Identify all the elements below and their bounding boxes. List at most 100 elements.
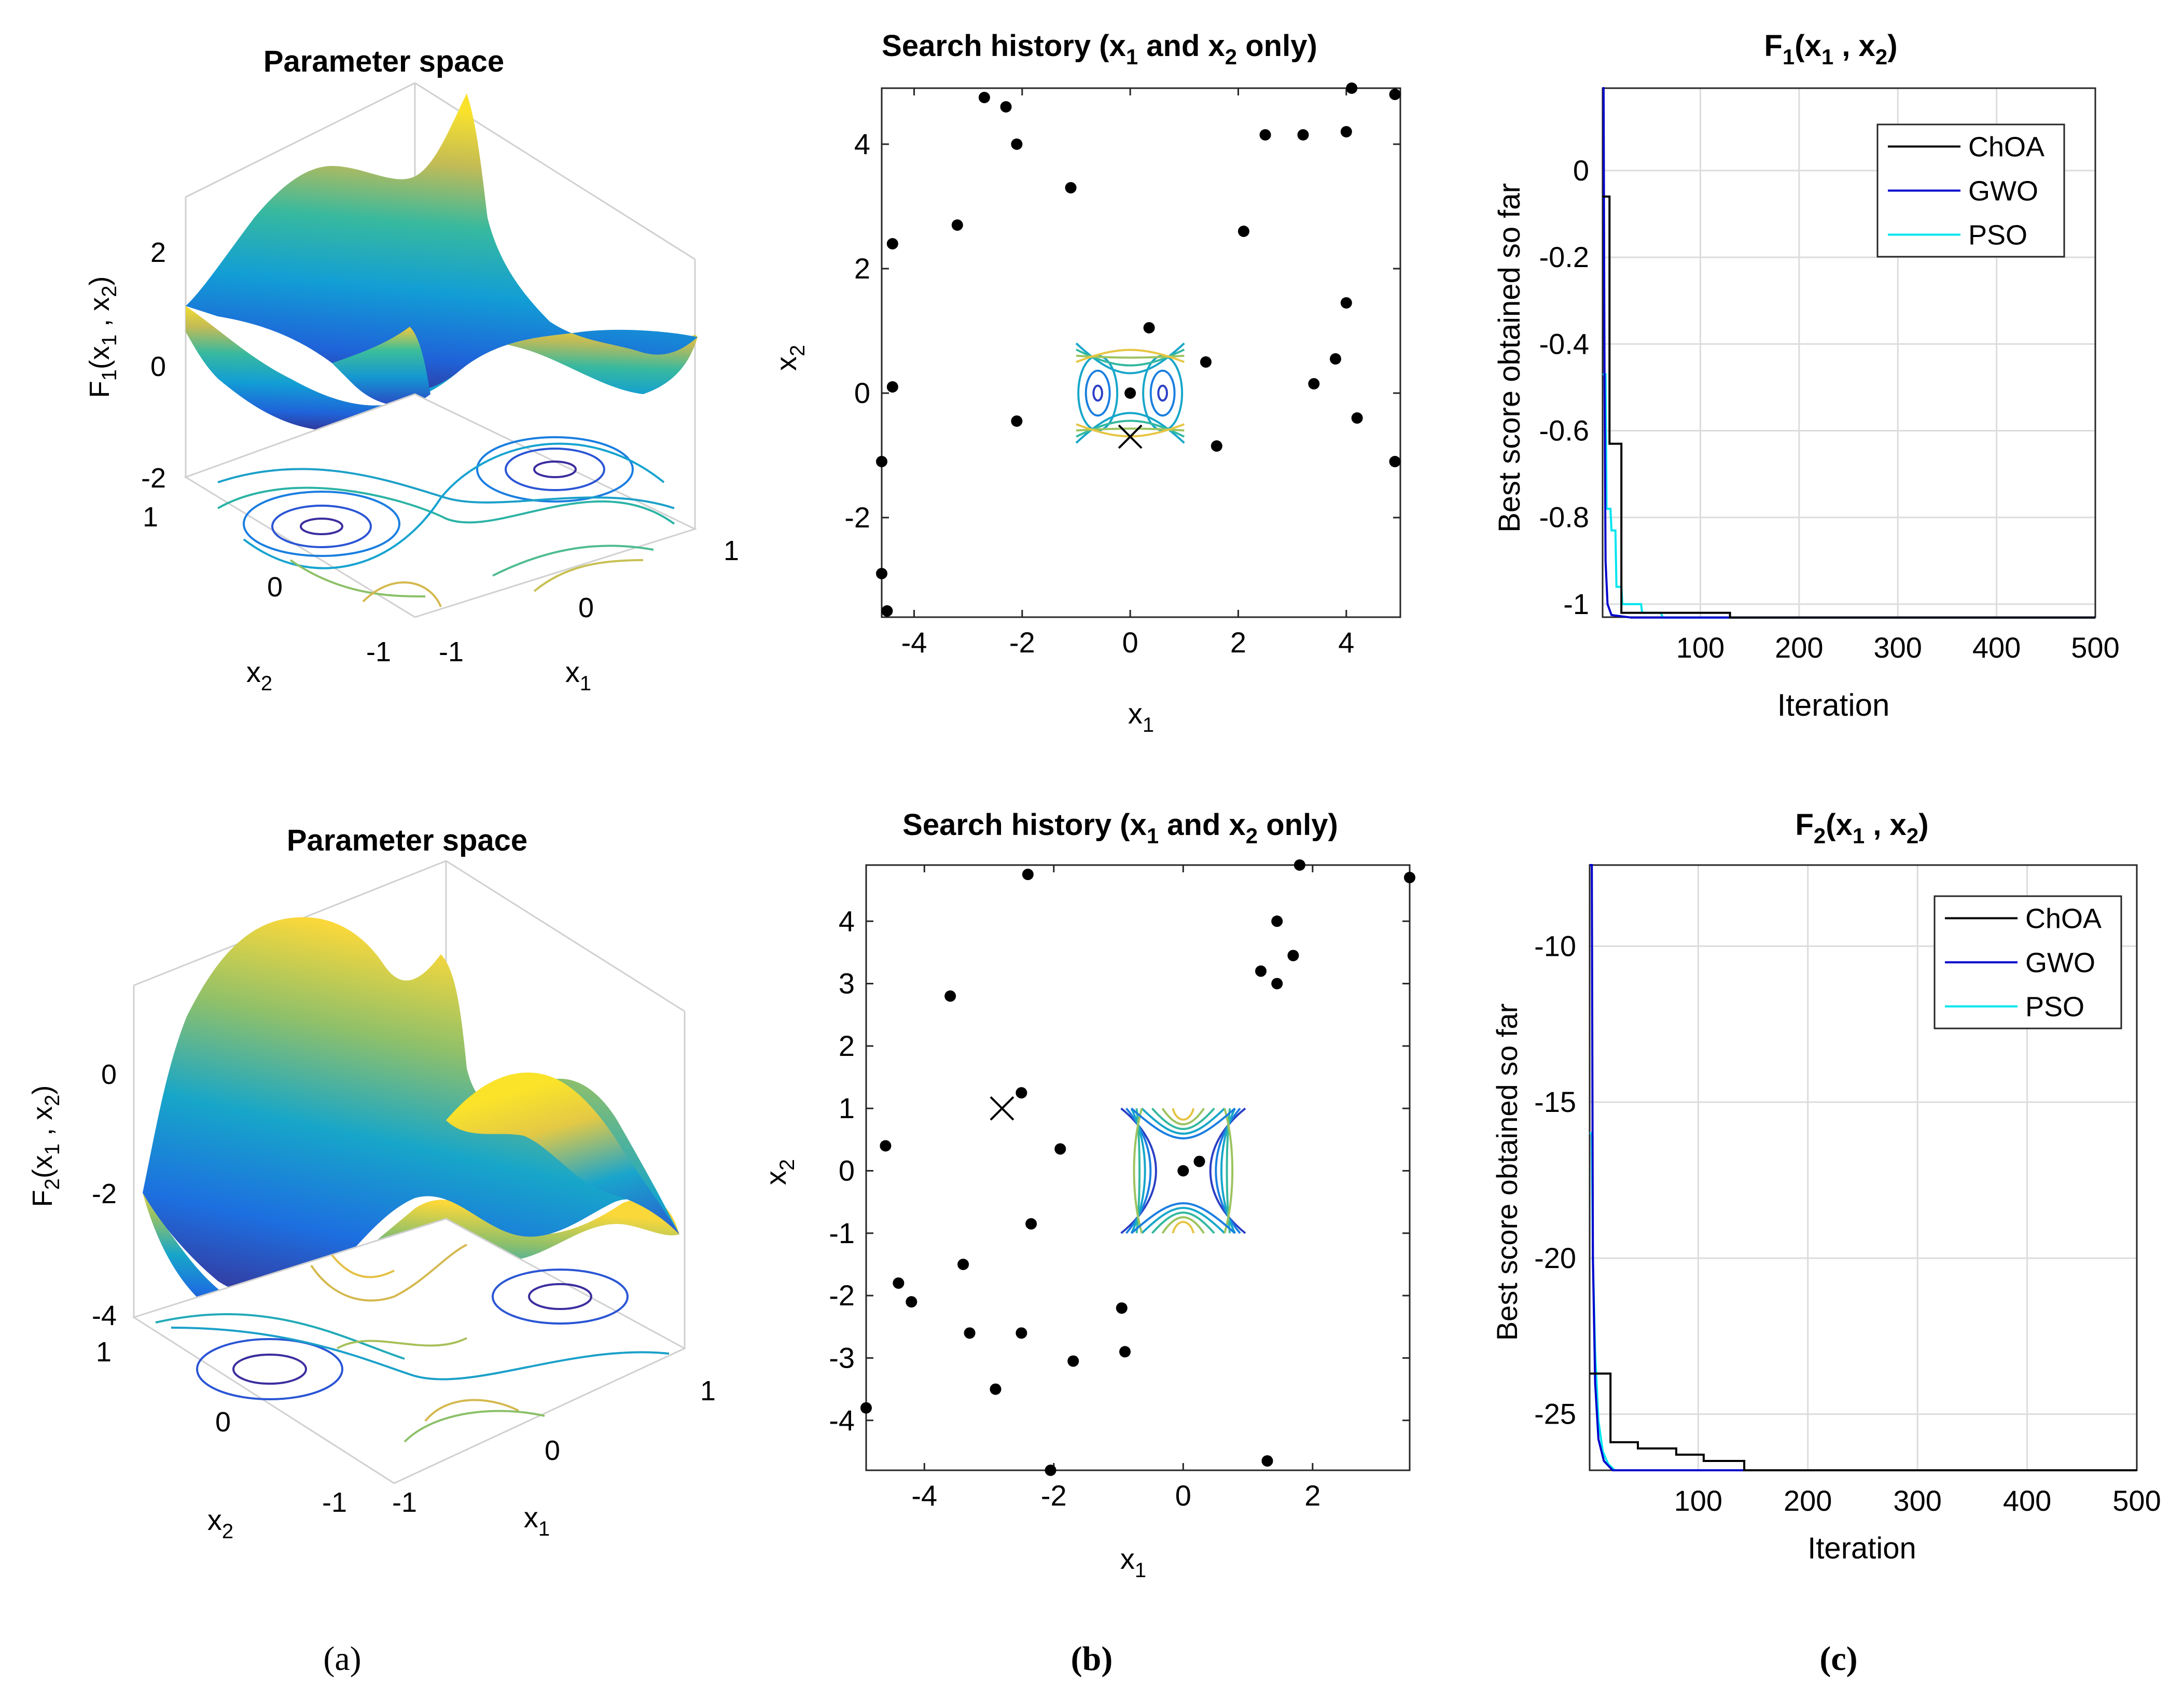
history-axes-1: -4 -2 0 2 4 -2 0 2 4 bbox=[844, 82, 1401, 659]
contour-line bbox=[1161, 1108, 1205, 1125]
surface-xtick: 0 bbox=[545, 1435, 560, 1466]
convergence-plot-2: F2(x1 , x2) 100 200 300 400 500 -10 -15 -20 -25 C… bbox=[1491, 808, 2161, 1565]
surface-xtick: 1 bbox=[724, 535, 739, 566]
contour-line bbox=[1223, 1108, 1234, 1234]
panel-label-a: (a) bbox=[323, 1640, 361, 1678]
contour-line bbox=[1161, 1216, 1205, 1234]
x-tick-label: 300 bbox=[1893, 1484, 1941, 1517]
search-point bbox=[1143, 322, 1155, 333]
search-point bbox=[1116, 1302, 1128, 1314]
search-point bbox=[1000, 101, 1012, 113]
surface-zlabel-2: F2(x1 , x2) bbox=[27, 1085, 64, 1207]
surface-front-ridge-1 bbox=[332, 327, 430, 406]
legend-label: PSO bbox=[2025, 992, 2084, 1023]
surface-ytick: -1 bbox=[366, 636, 391, 667]
history-ylabel-1: x2 bbox=[770, 345, 809, 371]
legend: ChOA GWO PSO bbox=[1876, 123, 2065, 258]
legend: ChOA GWO PSO bbox=[1933, 895, 2122, 1029]
contour-line bbox=[1149, 369, 1176, 417]
y-tick-label: -0.8 bbox=[1539, 501, 1590, 534]
search-point bbox=[1200, 356, 1212, 368]
surface-ylabel-2: x2 bbox=[207, 1503, 233, 1543]
search-point bbox=[1404, 872, 1415, 884]
series-line-gwo bbox=[1602, 87, 2095, 619]
surface-plot-1: Parameter space bbox=[84, 45, 739, 695]
search-point bbox=[1045, 1465, 1056, 1476]
best-position-marker bbox=[990, 1096, 1014, 1121]
x-tick-label: 0 bbox=[1122, 626, 1138, 659]
y-tick-label: -1 bbox=[1563, 588, 1589, 620]
x-tick-label: 200 bbox=[1775, 631, 1823, 664]
panel-label-c: (c) bbox=[1819, 1640, 1857, 1678]
surface-title-2: Parameter space bbox=[287, 824, 527, 857]
x-tick-label: 300 bbox=[1874, 631, 1922, 664]
search-point bbox=[860, 1402, 872, 1414]
search-point bbox=[1016, 1327, 1027, 1339]
x-tick-label: 100 bbox=[1674, 1484, 1722, 1517]
surface-xlabel-1: x1 bbox=[565, 656, 591, 695]
x-tick-label: 400 bbox=[1972, 631, 2021, 664]
search-point bbox=[893, 1277, 905, 1289]
convergence-plot-1: F1(x1 , x2) 100 200 300 400 500 0 -0.2 -0.4 -0.6… bbox=[1493, 29, 2120, 722]
contour-line bbox=[1131, 1107, 1236, 1139]
y-tick-label: -0.4 bbox=[1539, 327, 1590, 360]
search-point bbox=[1193, 1155, 1205, 1167]
search-point bbox=[1011, 138, 1023, 150]
search-point bbox=[1054, 1143, 1066, 1155]
surface-ztick: -4 bbox=[92, 1300, 117, 1331]
y-tick-label: -0.6 bbox=[1539, 414, 1590, 447]
search-point bbox=[978, 92, 990, 103]
y-tick-label: 0 bbox=[1573, 154, 1589, 187]
surface-ylabel-1: x2 bbox=[246, 656, 272, 695]
legend-label: ChOA bbox=[2025, 903, 2102, 935]
history-plot-1: Search history (x1 and x2 only) -4 -2 0 2 4-… bbox=[770, 29, 1401, 736]
search-point bbox=[1297, 129, 1309, 141]
search-point bbox=[1237, 226, 1249, 237]
search-point bbox=[1389, 89, 1401, 100]
convergence-title-1: F1(x1 , x2) bbox=[1764, 29, 1897, 69]
surface-ztick: 2 bbox=[150, 237, 166, 268]
search-point bbox=[880, 1140, 892, 1152]
surface-right-lobe-2 bbox=[446, 1073, 679, 1234]
contour-line bbox=[1131, 1202, 1236, 1234]
y-tick-label: 1 bbox=[839, 1092, 855, 1124]
y-tick-label: 4 bbox=[839, 904, 855, 937]
x-tick-label: 2 bbox=[1230, 626, 1246, 659]
search-point bbox=[906, 1296, 917, 1308]
history-xlabel-1: x1 bbox=[1128, 697, 1154, 736]
history-axes-2: -4 -2 0 2 -4 -3 -2 -1 0 1 2 3 4 bbox=[829, 859, 1415, 1512]
x-tick-label: 500 bbox=[2112, 1484, 2161, 1517]
surface-mesh-2 bbox=[143, 1193, 679, 1324]
contour-line bbox=[1133, 1108, 1143, 1234]
x-tick-label: -4 bbox=[911, 1479, 937, 1512]
search-point bbox=[1346, 82, 1358, 94]
legend-label: GWO bbox=[2025, 948, 2095, 979]
x-tick-label: -2 bbox=[1009, 626, 1035, 659]
x-tick-label: 100 bbox=[1676, 631, 1724, 664]
search-point bbox=[1351, 412, 1363, 424]
y-tick-label: 2 bbox=[854, 252, 870, 285]
history-plot-2: Search history (x1 and x2 only) -4 -2 0 2-4… bbox=[759, 808, 1415, 1582]
y-tick-label: -1 bbox=[829, 1217, 855, 1249]
y-tick-label: 2 bbox=[839, 1029, 855, 1062]
y-tick-label: -4 bbox=[829, 1404, 855, 1437]
contour-line bbox=[1141, 1207, 1226, 1234]
search-point bbox=[1211, 440, 1222, 452]
surface-xtick: -1 bbox=[392, 1487, 417, 1518]
surface-top-2 bbox=[143, 917, 679, 1297]
search-point bbox=[1011, 415, 1023, 427]
search-point bbox=[1065, 182, 1077, 193]
search-point bbox=[1293, 859, 1305, 871]
convergence-axes-1: 100 200 300 400 500 0 -0.2 -0.4 -0.6 -0.8 -1 ChOA GW… bbox=[1539, 87, 2120, 664]
x-tick-label: 4 bbox=[1338, 626, 1354, 659]
search-point bbox=[964, 1327, 976, 1339]
legend-label: GWO bbox=[1968, 176, 2038, 207]
contour-line bbox=[1172, 1108, 1195, 1121]
svg-text:F1(x1 , x2): F1(x1 , x2) bbox=[84, 276, 121, 398]
search-point bbox=[886, 381, 898, 393]
surface-xlabel-2: x1 bbox=[524, 1501, 550, 1540]
search-point bbox=[957, 1258, 969, 1270]
search-point bbox=[1271, 915, 1283, 927]
history-title-2: Search history (x1 and x2 only) bbox=[902, 808, 1338, 848]
